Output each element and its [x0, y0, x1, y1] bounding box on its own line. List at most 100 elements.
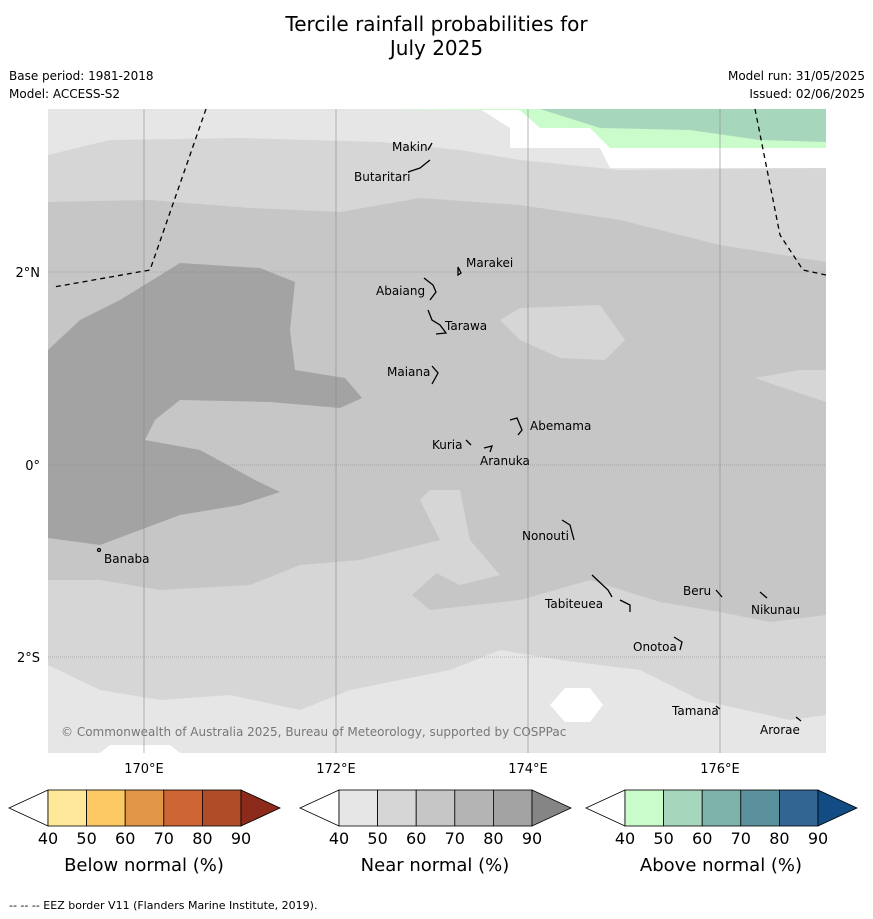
- near-colorbar-bin: [338, 789, 378, 827]
- above-colorbar-bin: [701, 789, 742, 827]
- issued-date: Issued: 02/06/2025: [749, 87, 865, 101]
- label-tabiteuea: Tabiteuea: [544, 597, 603, 611]
- region-white-south: [550, 688, 603, 722]
- near-colorbar-bin: [492, 789, 533, 827]
- island-nikunau: [759, 591, 768, 599]
- copyright-note: © Commonwealth of Australia 2025, Bureau…: [61, 725, 566, 739]
- island-maiana: [431, 365, 439, 385]
- below-colorbar-over: [240, 789, 281, 827]
- chart-title: Tercile rainfall probabilities for July …: [0, 12, 873, 60]
- region-near-70-80: [48, 263, 362, 545]
- near-colorbar-tick: 50: [367, 829, 387, 848]
- island-aranuka: [483, 445, 493, 453]
- above-colorbar-tick: 70: [731, 829, 751, 848]
- island-arorae: [795, 716, 802, 722]
- island-beru: [715, 589, 723, 598]
- region-near-50-60-patch: [500, 305, 625, 360]
- above-colorbar-over: [817, 789, 858, 827]
- lon-label-170: 170°E: [124, 762, 164, 777]
- island-onotoa: [673, 636, 683, 651]
- near-colorbar-tick: 80: [483, 829, 503, 848]
- label-aranuka: Aranuka: [480, 454, 530, 468]
- lat-label-2s: 2°S: [17, 651, 40, 666]
- above-colorbar-bin: [663, 789, 703, 827]
- label-abemama: Abemama: [530, 419, 591, 433]
- lon-label-176: 176°E: [700, 762, 740, 777]
- label-makin: Makin: [392, 140, 428, 154]
- island-abemama: [509, 417, 523, 436]
- label-onotoa: Onotoa: [633, 640, 677, 654]
- above-colorbar-under: [585, 789, 626, 827]
- island-makin: [427, 142, 433, 151]
- label-tarawa: Tarawa: [444, 319, 487, 333]
- above-colorbar-tick: 40: [615, 829, 635, 848]
- lon-label-172: 172°E: [316, 762, 356, 777]
- below-colorbar-tick: 40: [38, 829, 58, 848]
- label-marakei: Marakei: [466, 256, 513, 270]
- above-colorbar-bin: [779, 789, 819, 827]
- near-colorbar-tick: 60: [406, 829, 426, 848]
- model-name: Model: ACCESS-S2: [9, 87, 121, 101]
- label-tamana: Tamana: [671, 704, 719, 718]
- model-info: Base period: 1981-2018 Model: ACCESS-S2: [9, 67, 154, 103]
- islands: [96, 142, 802, 722]
- lon-label-174: 174°E: [508, 762, 548, 777]
- below-normal-label: Below normal (%): [64, 855, 224, 876]
- run-info: Model run: 31/05/2025 Issued: 02/06/2025: [728, 67, 865, 103]
- label-nonouti: Nonouti: [522, 529, 569, 543]
- region-near-50-60-east: [755, 370, 826, 402]
- label-banaba: Banaba: [104, 552, 150, 566]
- island-kuria: [465, 439, 472, 446]
- below-colorbar-under: [8, 789, 49, 827]
- colorbar-near-normal: 40 50 60 70 80 90: [299, 789, 572, 848]
- label-nikunau: Nikunau: [751, 603, 800, 617]
- label-arorae: Arorae: [760, 723, 800, 737]
- below-colorbar-tick: 50: [76, 829, 96, 848]
- probability-field: Makin Butaritari Marakei Abaiang Tarawa …: [48, 109, 826, 753]
- near-colorbar-bin: [415, 789, 456, 827]
- title-line-2: July 2025: [389, 36, 484, 60]
- near-normal-label: Near normal (%): [361, 855, 510, 876]
- colorbar-above-normal: 40 50 60 70 80 90: [585, 789, 858, 848]
- below-colorbar-tick: 60: [115, 829, 135, 848]
- label-abaiang: Abaiang: [376, 284, 425, 298]
- label-maiana: Maiana: [387, 365, 430, 379]
- label-kuria: Kuria: [432, 438, 463, 452]
- eez-border-west: [53, 109, 207, 288]
- island-tamana: [715, 705, 721, 710]
- island-nonouti: [561, 519, 575, 541]
- below-colorbar-bin: [163, 789, 203, 827]
- near-colorbar-over: [531, 789, 572, 827]
- eez-border-east: [754, 109, 826, 276]
- island-marakei: [457, 266, 462, 277]
- model-run-date: Model run: 31/05/2025: [727, 69, 865, 83]
- island-tabiteuea: [591, 574, 631, 612]
- graticule: [48, 109, 826, 753]
- axis-labels: 2°N 0° 2°S 170°E 172°E 174°E 176°E: [16, 266, 740, 777]
- colorbar-below-normal: 40 50 60 70 80 90: [8, 789, 281, 848]
- colorbar-titles: Below normal (%) Near normal (%) Above n…: [64, 855, 802, 876]
- region-above-50-60: [540, 109, 826, 142]
- eez-border: [53, 109, 826, 288]
- below-colorbar-tick: 90: [231, 829, 251, 848]
- island-abaiang: [423, 277, 437, 301]
- below-colorbar-bin: [47, 789, 87, 827]
- below-colorbar-bin: [86, 789, 126, 827]
- above-normal-label: Above normal (%): [640, 855, 802, 876]
- above-colorbar-tick: 90: [808, 829, 828, 848]
- island-banaba: [96, 547, 102, 553]
- label-butaritari: Butaritari: [354, 170, 411, 184]
- island-tarawa: [427, 309, 448, 335]
- below-colorbar-tick: 80: [192, 829, 212, 848]
- base-period: Base period: 1981-2018: [9, 69, 154, 83]
- near-colorbar-bin: [454, 789, 494, 827]
- near-colorbar-tick: 90: [522, 829, 542, 848]
- near-colorbar-under: [299, 789, 340, 827]
- above-colorbar-bin: [740, 789, 780, 827]
- near-colorbar-bin: [377, 789, 417, 827]
- above-colorbar-bin: [624, 789, 664, 827]
- eez-footnote: -- -- -- EEZ border V11 (Flanders Marine…: [9, 899, 318, 912]
- below-colorbar-bin: [124, 789, 165, 827]
- lat-label-0: 0°: [25, 459, 40, 474]
- below-colorbar-bin: [201, 789, 242, 827]
